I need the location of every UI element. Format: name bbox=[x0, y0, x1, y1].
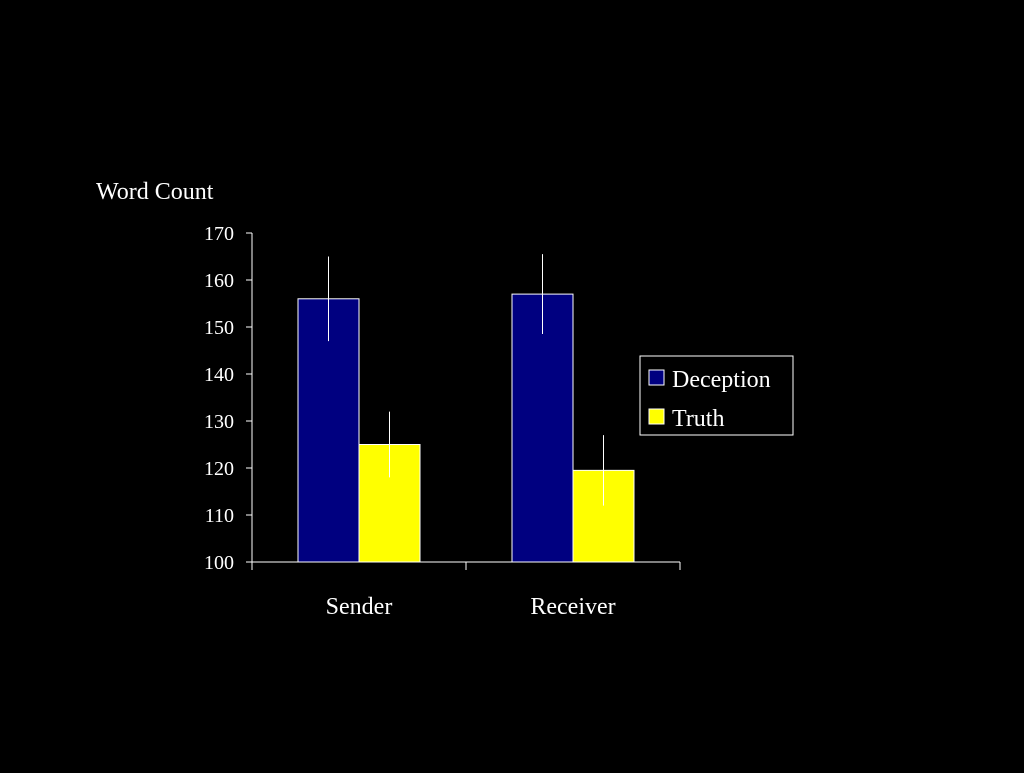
legend: Deception Truth bbox=[639, 355, 794, 436]
x-axis: Sender Receiver bbox=[251, 561, 681, 620]
legend-swatch-truth bbox=[648, 408, 665, 425]
legend-label-deception: Deception bbox=[672, 367, 771, 393]
x-category-label: Receiver bbox=[530, 594, 615, 620]
y-tick-label: 160 bbox=[204, 270, 234, 292]
error-bar-group bbox=[328, 254, 604, 506]
y-tick-label: 110 bbox=[205, 505, 234, 527]
bar-deception-receiver bbox=[511, 293, 574, 563]
y-axis-title: Word Count bbox=[96, 179, 214, 205]
y-tick-label: 120 bbox=[204, 458, 234, 480]
bar-deception-sender bbox=[297, 298, 360, 563]
y-tick-label: 170 bbox=[204, 223, 234, 245]
y-axis: 100 110 120 130 140 150 160 170 bbox=[204, 223, 253, 574]
y-tick-label: 140 bbox=[204, 364, 234, 386]
legend-box bbox=[639, 355, 794, 436]
y-tick-label: 130 bbox=[204, 411, 234, 433]
y-tick-label: 150 bbox=[204, 317, 234, 339]
bar-series-group bbox=[297, 293, 635, 563]
legend-swatch-deception bbox=[648, 369, 665, 386]
y-tick-label: 100 bbox=[204, 552, 234, 574]
legend-label-truth: Truth bbox=[672, 406, 724, 432]
x-category-label: Sender bbox=[326, 594, 393, 620]
